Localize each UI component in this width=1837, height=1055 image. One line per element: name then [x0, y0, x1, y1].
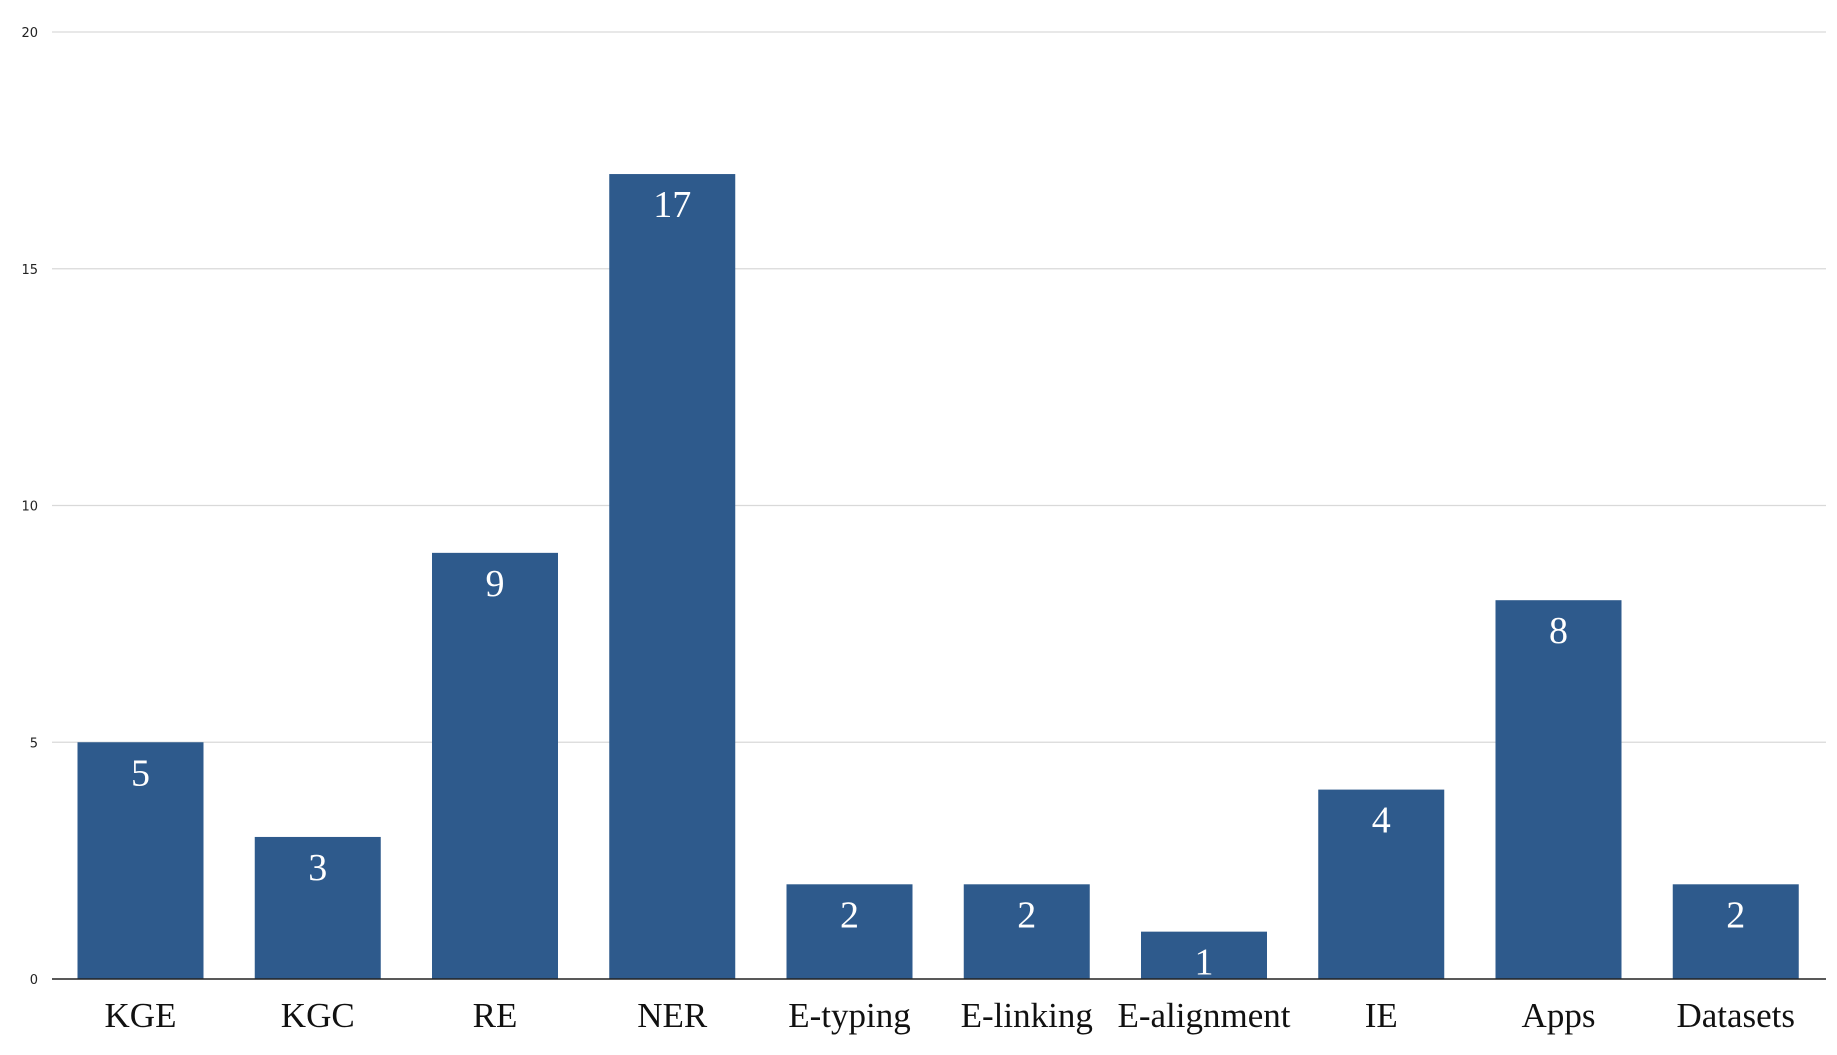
category-labels: KGE KGC RE NER E-typing E-linking E-alignment I… [105, 996, 1796, 1035]
category-label-kgc: KGC [281, 996, 355, 1035]
y-tick-label: 15 [21, 263, 38, 278]
data-label-re: 9 [486, 563, 505, 605]
data-label-e-linking: 2 [1017, 894, 1036, 936]
category-label-ner: NER [637, 996, 708, 1035]
data-label-kge: 5 [131, 752, 150, 794]
bar-datasets [1672, 884, 1799, 979]
y-tick-label: 20 [21, 26, 38, 41]
bar-kgc [254, 836, 381, 979]
data-label-apps: 8 [1549, 610, 1568, 652]
data-label-e-alignment: 1 [1195, 942, 1214, 984]
bar-ner [609, 174, 736, 980]
category-label-re: RE [473, 996, 518, 1035]
bar-re [432, 552, 558, 979]
data-label-kgc: 3 [308, 847, 327, 889]
y-axis-ticks: 0 5 10 15 20 [21, 26, 38, 988]
bars [77, 174, 1799, 980]
bar-apps [1495, 600, 1622, 979]
bar-kge [77, 742, 204, 979]
bar-e-alignment [1141, 931, 1267, 979]
category-label-kge: KGE [105, 996, 177, 1035]
bar-e-linking [963, 884, 1090, 979]
y-tick-label: 0 [30, 973, 38, 988]
category-label-ie: IE [1365, 996, 1398, 1035]
data-label-e-typing: 2 [840, 894, 859, 936]
category-label-e-typing: E-typing [788, 996, 910, 1035]
y-tick-label: 10 [21, 500, 38, 515]
category-label-datasets: Datasets [1676, 996, 1795, 1035]
y-tick-label: 5 [30, 736, 38, 751]
data-label-ner: 17 [653, 184, 691, 226]
bar-e-typing [786, 884, 913, 979]
data-label-ie: 4 [1372, 800, 1391, 842]
bar-ie [1318, 789, 1445, 979]
category-label-e-alignment: E-alignment [1117, 996, 1290, 1035]
category-label-e-linking: E-linking [961, 996, 1093, 1035]
data-label-datasets: 2 [1726, 894, 1745, 936]
category-label-apps: Apps [1522, 996, 1596, 1035]
